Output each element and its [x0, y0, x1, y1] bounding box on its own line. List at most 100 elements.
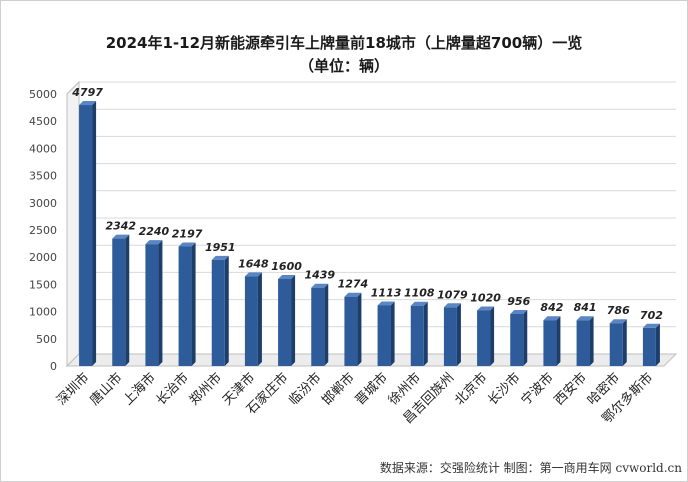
bar-top	[410, 301, 428, 306]
bar-top	[244, 272, 262, 277]
bar-top	[377, 301, 395, 306]
chart-subtitle: （单位：辆）	[298, 57, 389, 75]
value-label: 4797	[71, 86, 103, 99]
category-label: 晋城市	[352, 370, 391, 409]
bar	[278, 274, 296, 366]
bar	[443, 303, 461, 366]
y-tick-label: 0	[50, 360, 57, 373]
value-label: 1274	[338, 278, 369, 291]
bar	[642, 323, 660, 366]
bar-front	[344, 296, 358, 366]
bar-front	[477, 310, 491, 366]
category-label: 邯郸市	[319, 370, 358, 409]
bar-front	[642, 327, 656, 366]
bar-front	[244, 276, 258, 366]
bar-side	[191, 242, 196, 366]
category-label: 长治市	[153, 370, 192, 409]
value-label: 2342	[105, 220, 136, 233]
y-tick-label: 1000	[29, 306, 57, 319]
y-tick-label: 2500	[29, 224, 57, 237]
value-label: 1020	[470, 292, 501, 305]
bar	[79, 101, 97, 366]
bar-top	[79, 101, 97, 106]
bar-side	[490, 306, 495, 366]
bar-top	[642, 323, 660, 328]
value-label: 1079	[437, 288, 468, 301]
bar-front	[609, 323, 623, 366]
y-tick-label: 3000	[29, 197, 57, 210]
bar-top	[112, 234, 130, 239]
bar-front	[112, 238, 126, 366]
bar-side	[291, 274, 296, 366]
bar-side	[257, 272, 262, 366]
bar-top	[576, 316, 594, 321]
value-label: 2240	[139, 225, 170, 238]
bar-front	[510, 313, 524, 366]
category-label: 西安市	[551, 370, 590, 409]
y-tick-label: 2000	[29, 251, 57, 264]
bar-top	[344, 292, 362, 297]
bar	[477, 306, 495, 366]
bar	[244, 272, 262, 366]
bar-side	[622, 319, 627, 366]
bar-front	[79, 105, 93, 366]
bar-front	[377, 305, 391, 366]
category-label: 宁波市	[518, 370, 557, 409]
bar-top	[278, 274, 296, 279]
value-label: 956	[507, 295, 530, 308]
value-label: 1439	[304, 269, 335, 282]
bar-front	[576, 320, 590, 366]
y-tick-labels: 0 500 1000 1500 2000 2500 3000 3500 4000 4500 5000	[29, 88, 57, 373]
category-label: 唐山市	[87, 370, 126, 409]
bar	[344, 292, 362, 366]
bar-side	[224, 255, 229, 366]
bar-side	[125, 234, 130, 366]
y-tick-label: 4000	[29, 142, 57, 155]
bar-front	[311, 287, 325, 366]
bar-top	[211, 255, 229, 260]
bar-front	[145, 244, 159, 366]
bar	[211, 255, 229, 366]
bar	[311, 283, 329, 366]
value-label: 2197	[172, 227, 203, 240]
bar	[145, 240, 163, 366]
value-label: 842	[540, 301, 563, 314]
bar	[178, 242, 196, 366]
bar-side	[390, 301, 395, 366]
y-tick-label: 5000	[29, 88, 57, 101]
bar	[410, 301, 428, 366]
bar-top	[145, 240, 163, 245]
bar-side	[92, 101, 97, 366]
category-label: 北京市	[452, 370, 491, 409]
bar-side	[589, 316, 594, 366]
value-label: 702	[640, 309, 663, 322]
bar-side	[523, 309, 528, 366]
bar-front	[178, 246, 192, 366]
chart-title: 2024年1-12月新能源牵引车上牌量前18城市（上牌量超700辆）一览	[105, 34, 583, 52]
value-label: 786	[607, 304, 630, 317]
y-tick-label: 3500	[29, 170, 57, 183]
bar-top	[609, 319, 627, 324]
bar-side	[324, 283, 329, 366]
value-label: 1648	[238, 257, 269, 270]
category-label: 深圳市	[54, 370, 93, 409]
bar-front	[278, 278, 292, 366]
value-label: 1951	[205, 241, 236, 254]
bar-side	[655, 323, 660, 366]
bar	[576, 316, 594, 366]
bar-top	[178, 242, 196, 247]
bar-side	[158, 240, 163, 366]
category-label: 上海市	[120, 370, 159, 409]
bar-front	[211, 259, 225, 366]
category-labels: 深圳市唐山市上海市长治市郑州市天津市石家庄市临汾市邯郸市晋城市徐州市昌吉回族州北…	[54, 370, 657, 427]
bar-top	[443, 303, 461, 308]
value-label: 841	[574, 301, 597, 314]
bar-top	[543, 316, 561, 321]
bar	[543, 316, 561, 366]
bar-side	[456, 303, 461, 366]
value-label: 1113	[371, 286, 402, 299]
source-note: 数据来源：交强险统计 制图：第一商用车网 cvworld.cn	[379, 461, 682, 475]
bar-side	[556, 316, 561, 366]
